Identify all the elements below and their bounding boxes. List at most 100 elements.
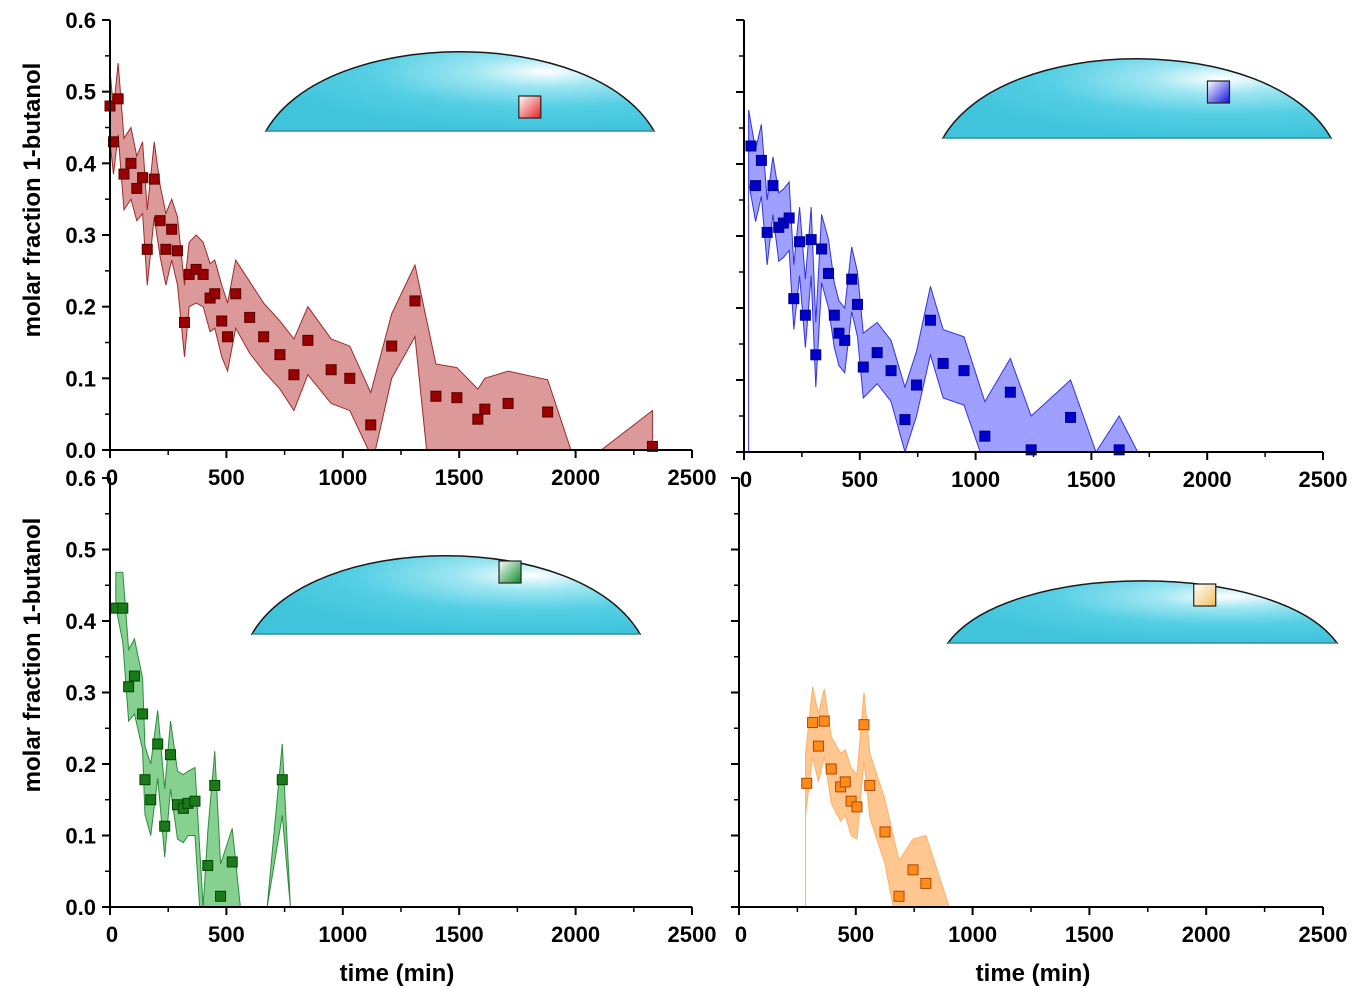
data-point-16 xyxy=(197,268,209,280)
data-point-5 xyxy=(139,774,151,786)
data-point-3 xyxy=(761,226,773,238)
data-point-8 xyxy=(159,820,171,832)
data-point-33 xyxy=(451,392,463,404)
data-point-20 xyxy=(222,331,234,343)
data-point-21 xyxy=(871,347,883,359)
data-point-10 xyxy=(160,243,172,255)
data-point-8 xyxy=(148,173,160,185)
y-tick-label: 0.1 xyxy=(65,366,96,391)
data-point-32 xyxy=(430,390,442,402)
x-tick-label: 0 xyxy=(106,465,118,490)
data-point-18 xyxy=(276,774,288,786)
y-tick-label: 0.6 xyxy=(65,8,96,33)
x-tick-label: 2000 xyxy=(551,465,600,490)
droplet-inset xyxy=(941,58,1333,139)
data-point-13 xyxy=(907,864,919,876)
data-point-10 xyxy=(864,779,876,791)
data-point-35 xyxy=(479,403,491,415)
y-tick-label: 0.6 xyxy=(65,466,96,491)
y-tick-label: 0.3 xyxy=(65,681,96,706)
x-tick-label: 0 xyxy=(735,922,747,947)
sampling-location-marker xyxy=(1193,583,1217,607)
data-point-5 xyxy=(131,182,143,194)
x-tick-label: 500 xyxy=(837,922,874,947)
data-point-28 xyxy=(979,430,991,442)
y-tick-label: 0.0 xyxy=(65,895,96,920)
sampling-location-marker xyxy=(1206,80,1231,104)
data-point-14 xyxy=(202,860,214,872)
data-point-9 xyxy=(794,236,806,248)
data-point-3 xyxy=(118,168,130,180)
y-tick-label: 0.1 xyxy=(65,824,96,849)
data-point-9 xyxy=(165,749,177,761)
data-point-16 xyxy=(833,327,845,339)
uncertainty-band xyxy=(805,686,950,908)
x-tick-label: 2000 xyxy=(1182,922,1231,947)
x-tick-label: 2500 xyxy=(1299,467,1348,492)
data-point-29 xyxy=(365,419,377,431)
y-tick-label: 0.5 xyxy=(65,538,96,563)
data-point-11 xyxy=(879,826,891,838)
data-point-7 xyxy=(845,795,857,807)
data-point-12 xyxy=(810,349,822,361)
data-point-17 xyxy=(839,334,851,346)
x-axis-title-right: time (min) xyxy=(976,960,1091,987)
panel-top-right: 0 500 1000 1500 2000 2500 xyxy=(736,19,1348,492)
x-axis-title-left: time (min) xyxy=(340,960,455,987)
x-tick-label: 1000 xyxy=(318,465,367,490)
data-point-12 xyxy=(172,245,184,257)
x-tick-label: 500 xyxy=(208,922,245,947)
y-tick-label: 0.2 xyxy=(65,295,96,320)
x-tick-label: 500 xyxy=(841,467,878,492)
y-axis-title-top: molar fraction 1-butanol xyxy=(19,63,46,338)
data-point-4 xyxy=(825,763,837,775)
data-point-20 xyxy=(857,361,869,373)
x-tick-label: 1000 xyxy=(318,922,367,947)
data-point-36 xyxy=(502,397,514,409)
droplet-inset xyxy=(250,555,642,635)
data-point-15 xyxy=(828,309,840,321)
data-point-30 xyxy=(1025,444,1037,456)
data-point-4 xyxy=(137,708,149,720)
y-tick-label: 0.2 xyxy=(65,752,96,777)
data-point-12 xyxy=(893,890,905,902)
data-point-19 xyxy=(216,315,228,327)
data-point-34 xyxy=(472,413,484,425)
data-point-2 xyxy=(755,154,767,166)
x-tick-label: 1500 xyxy=(435,465,484,490)
data-point-13 xyxy=(189,795,201,807)
panel-bottom-left: 0 500 1000 1500 2000 2500 0.0 0.1 0.2 0.3 0.4 0.5 0.… xyxy=(65,466,716,947)
data-point-26 xyxy=(302,334,314,346)
data-point-7 xyxy=(141,243,153,255)
x-tick-label: 1500 xyxy=(1065,922,1114,947)
data-point-30 xyxy=(386,340,398,352)
data-point-27 xyxy=(325,364,337,376)
x-tick-label: 500 xyxy=(208,465,245,490)
data-point-38 xyxy=(646,440,658,452)
data-point-14 xyxy=(920,877,932,889)
data-point-21 xyxy=(230,288,242,300)
data-point-4 xyxy=(125,157,137,169)
data-point-24 xyxy=(911,379,923,391)
data-point-9 xyxy=(154,215,166,227)
data-point-1 xyxy=(750,180,762,192)
uncertainty-band xyxy=(748,109,1139,454)
data-point-3 xyxy=(818,715,830,727)
data-point-9 xyxy=(858,719,870,731)
data-point-19 xyxy=(851,298,863,310)
data-point-7 xyxy=(152,738,164,750)
data-point-6 xyxy=(839,776,851,788)
x-tick-label: 2500 xyxy=(668,922,717,947)
x-tick-label: 1500 xyxy=(1067,467,1116,492)
y-tick-label: 0.0 xyxy=(65,438,96,463)
data-point-32 xyxy=(1113,444,1125,456)
data-point-26 xyxy=(937,357,949,369)
x-tick-label: 2000 xyxy=(551,922,600,947)
data-point-6 xyxy=(137,172,149,184)
uncertainty-band xyxy=(115,571,241,908)
data-point-0 xyxy=(801,777,813,789)
data-point-27 xyxy=(958,365,970,377)
data-point-13 xyxy=(178,316,190,328)
data-point-18 xyxy=(209,288,221,300)
